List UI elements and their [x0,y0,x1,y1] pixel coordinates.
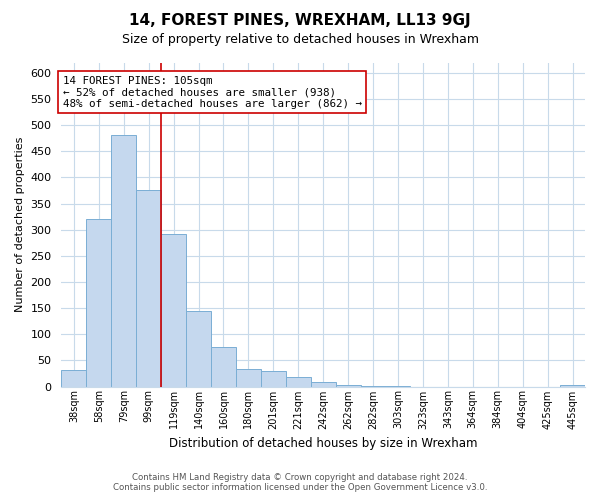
Bar [236,368,261,386]
Bar [136,190,161,386]
Text: Contains HM Land Registry data © Crown copyright and database right 2024.
Contai: Contains HM Land Registry data © Crown c… [113,473,487,492]
Text: 14, FOREST PINES, WREXHAM, LL13 9GJ: 14, FOREST PINES, WREXHAM, LL13 9GJ [129,12,471,28]
Text: Size of property relative to detached houses in Wrexham: Size of property relative to detached ho… [121,32,479,46]
Bar [61,370,86,386]
Bar [186,312,211,386]
Bar [111,134,136,386]
Text: 14 FOREST PINES: 105sqm
← 52% of detached houses are smaller (938)
48% of semi-d: 14 FOREST PINES: 105sqm ← 52% of detache… [62,76,362,109]
Bar [161,234,186,386]
Bar [86,219,111,386]
Bar [560,385,585,386]
Bar [211,347,236,387]
Bar [311,382,335,386]
Bar [286,377,311,386]
Bar [261,371,286,386]
Y-axis label: Number of detached properties: Number of detached properties [15,137,25,312]
X-axis label: Distribution of detached houses by size in Wrexham: Distribution of detached houses by size … [169,437,478,450]
